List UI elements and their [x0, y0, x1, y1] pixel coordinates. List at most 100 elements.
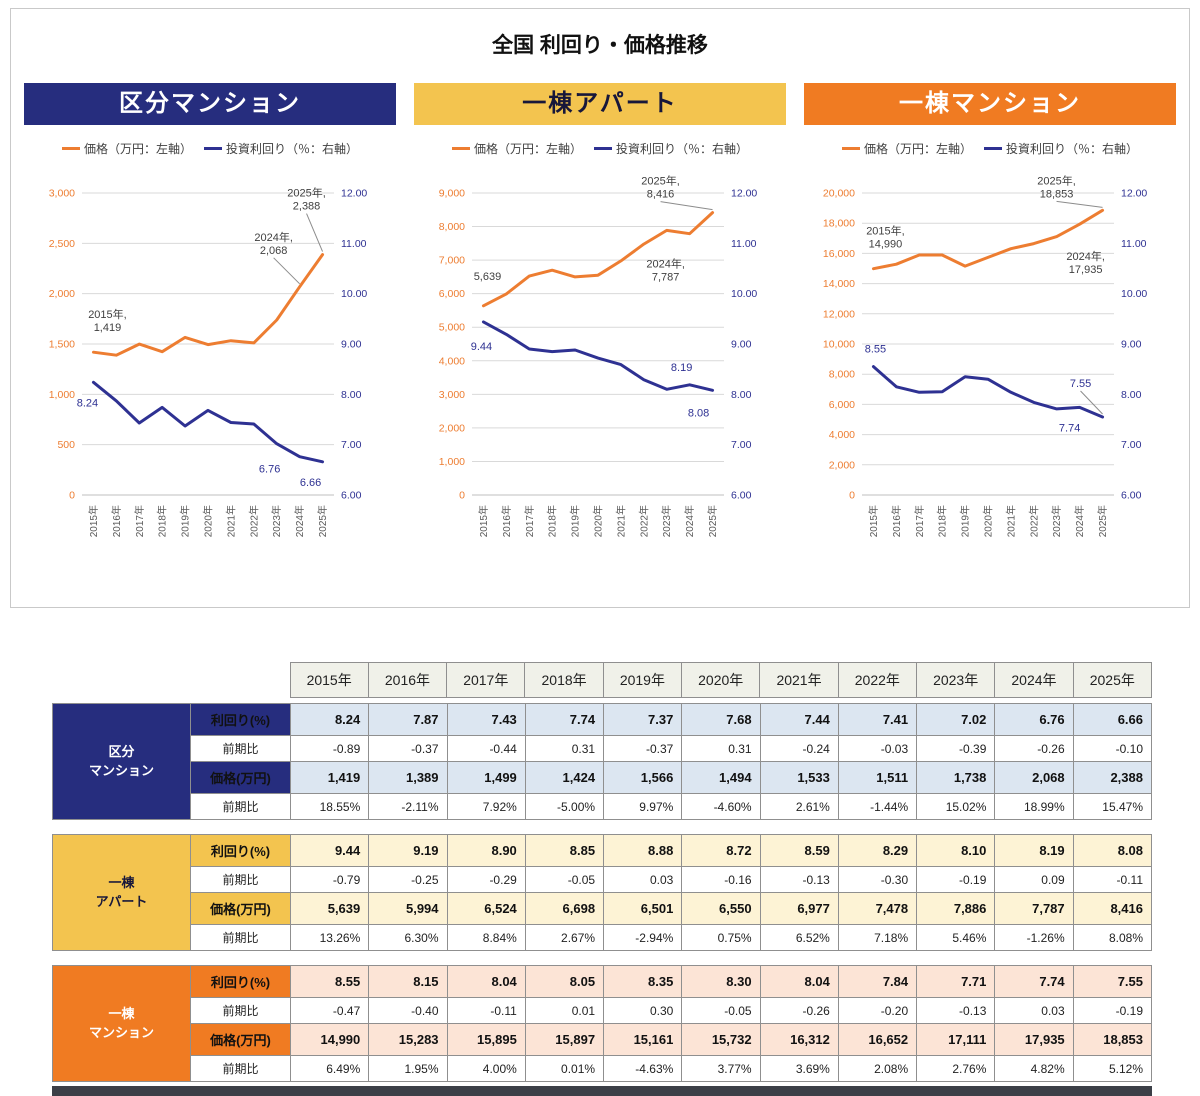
- table-row: 一棟 アパート 利回り(%) 9.44 9.19 8.90 8.85 8.88 8.72 8.59…: [52, 834, 1153, 951]
- svg-text:9.00: 9.00: [1121, 339, 1142, 351]
- chart-area: 0 2,000 4,000 6,000 8,000 10,000 12,000 14,000 1…: [804, 163, 1176, 563]
- value-cell: -5.00%: [524, 793, 605, 820]
- data-label: 2015年,: [866, 224, 905, 238]
- value-cell: -0.13: [759, 866, 839, 893]
- legend-label: 価格（万円：左軸）: [863, 142, 972, 156]
- year-header: 2017年: [446, 662, 526, 698]
- svg-text:20,000: 20,000: [823, 188, 855, 200]
- value-cell: 2.61%: [759, 793, 839, 820]
- value-cell: 0.31: [524, 735, 605, 762]
- year-header: 2018年: [524, 662, 604, 698]
- value-cell: 18.99%: [994, 793, 1074, 820]
- value-cell: 0.09: [994, 866, 1074, 893]
- yield-line-swatch-icon: [594, 147, 612, 150]
- value-cell: -2.11%: [368, 793, 448, 820]
- year-header: 2020年: [681, 662, 761, 698]
- svg-text:0: 0: [459, 490, 465, 502]
- metric-label: 価格(万円): [190, 761, 291, 794]
- svg-text:500: 500: [57, 439, 75, 451]
- chart-legend: 価格（万円：左軸） 投資利回り（％：右軸）: [804, 140, 1176, 157]
- value-cell: 8.85: [524, 834, 605, 867]
- value-cell: 7,478: [837, 892, 918, 925]
- svg-text:1,000: 1,000: [439, 456, 465, 468]
- metric-label: 前期比: [190, 997, 291, 1024]
- value-cell: 9.19: [368, 834, 448, 867]
- svg-text:2025年: 2025年: [316, 505, 329, 537]
- value-cell: -0.05: [681, 997, 761, 1024]
- data-label: 8.19: [671, 362, 692, 374]
- value-cell: 2,388: [1072, 761, 1153, 794]
- svg-text:10,000: 10,000: [823, 339, 855, 351]
- panel-title: 区分マンション: [24, 83, 396, 125]
- chart-area: 0 500 1,000 1,500 2,000 2,500 3,000 6.00 7.00 8.0…: [24, 163, 396, 563]
- value-cell: 2,068: [994, 761, 1074, 794]
- yield-line-swatch-icon: [984, 147, 1002, 150]
- value-cell: -1.44%: [837, 793, 918, 820]
- value-cell: 2.76%: [916, 1055, 996, 1082]
- value-cell: 8.04: [446, 965, 526, 998]
- svg-text:2017年: 2017年: [133, 505, 146, 537]
- data-label: 17,935: [1069, 264, 1103, 276]
- svg-text:7.00: 7.00: [341, 439, 362, 451]
- svg-text:2021年: 2021年: [1004, 505, 1017, 537]
- value-cell: 8.72: [681, 834, 761, 867]
- svg-text:2023年: 2023年: [270, 505, 283, 537]
- value-cell: 7.43: [446, 703, 526, 736]
- svg-text:2020年: 2020年: [202, 505, 215, 537]
- metric-label: 価格(万円): [190, 1023, 291, 1056]
- svg-text:6.00: 6.00: [731, 490, 752, 502]
- yield-line: [871, 365, 1105, 419]
- svg-text:4,000: 4,000: [829, 429, 855, 441]
- legend-label: 投資利回り（％：右軸）: [616, 142, 749, 156]
- charts-card: 全国 利回り・価格推移 区分マンション 価格（万円：左軸） 投資利回り（％：右軸） 0…: [10, 8, 1190, 608]
- group-label: 区分 マンション: [52, 703, 191, 820]
- value-cell: 1.95%: [368, 1055, 448, 1082]
- value-cell: 0.75%: [681, 924, 761, 951]
- value-cell: 2.67%: [524, 924, 605, 951]
- value-cell: 9.44: [289, 834, 370, 867]
- value-cell: 7.84: [837, 965, 918, 998]
- value-cell: 6,550: [681, 892, 761, 925]
- yield-line: [481, 320, 715, 392]
- value-cell: 1,494: [681, 761, 761, 794]
- data-label: 8.08: [688, 407, 709, 419]
- svg-text:1,500: 1,500: [49, 339, 75, 351]
- value-cell: 1,389: [368, 761, 448, 794]
- value-cell: 15.47%: [1072, 793, 1153, 820]
- value-cell: -0.79: [289, 866, 370, 893]
- table-row: 前期比 -0.89 -0.37 -0.44 0.31 -0.37 0.31 -0.24 -0.0…: [53, 735, 1153, 762]
- svg-text:2018年: 2018年: [936, 505, 949, 537]
- value-cell: 4.00%: [446, 1055, 526, 1082]
- value-cell: 1,533: [759, 761, 839, 794]
- data-label: 9.44: [471, 341, 492, 353]
- value-cell: -0.10: [1072, 735, 1153, 762]
- svg-text:9.00: 9.00: [341, 339, 362, 351]
- year-header: 2025年: [1072, 662, 1153, 698]
- svg-text:2017年: 2017年: [523, 505, 536, 537]
- year-header-row: 2015年 2016年 2017年 2018年 2019年 2020年 2021年 2022年…: [52, 662, 1153, 698]
- value-cell: -0.30: [837, 866, 918, 893]
- value-cell: 18.55%: [289, 793, 370, 820]
- value-cell: 17,111: [916, 1023, 996, 1056]
- value-cell: -0.47: [289, 997, 370, 1024]
- metric-label: 利回り(%): [190, 703, 291, 736]
- svg-text:10.00: 10.00: [341, 288, 367, 300]
- metric-label: 前期比: [190, 924, 291, 951]
- value-cell: 7.41: [837, 703, 918, 736]
- value-cell: 3.77%: [681, 1055, 761, 1082]
- group-label: 一棟 マンション: [52, 965, 191, 1082]
- value-cell: -0.03: [837, 735, 918, 762]
- value-cell: -0.29: [446, 866, 526, 893]
- value-cell: 8.05: [524, 965, 605, 998]
- metric-label: 価格(万円): [190, 892, 291, 925]
- data-label: 2024年,: [646, 257, 685, 271]
- yield-line-swatch-icon: [204, 147, 222, 150]
- value-cell: 7.71: [916, 965, 996, 998]
- value-cell: 15,161: [603, 1023, 683, 1056]
- rates-table-section: 2015年 2016年 2017年 2018年 2019年 2020年 2021年 2022年…: [52, 662, 1153, 1082]
- value-cell: 7,787: [994, 892, 1074, 925]
- data-label: 1,419: [94, 322, 122, 334]
- svg-text:12.00: 12.00: [731, 188, 757, 200]
- value-cell: 5,639: [289, 892, 370, 925]
- value-cell: 0.03: [994, 997, 1074, 1024]
